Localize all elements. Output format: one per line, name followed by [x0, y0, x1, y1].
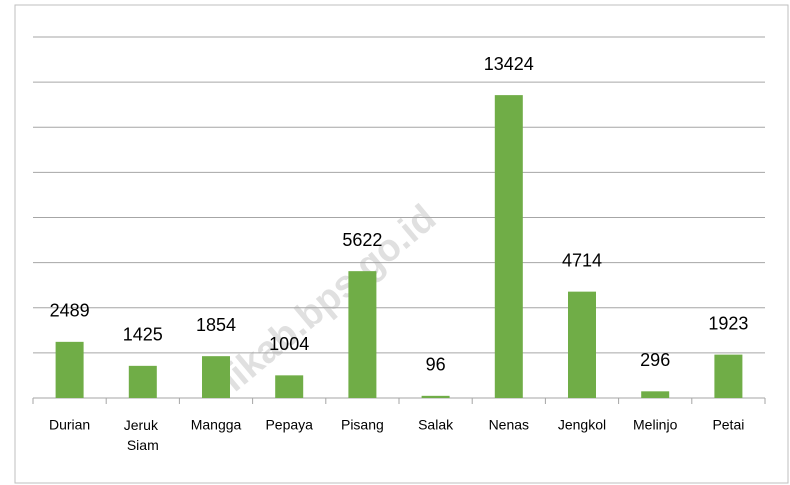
x-tick-label: Melinjo	[633, 417, 678, 433]
x-tick-label: Salak	[418, 417, 454, 433]
bar	[494, 95, 523, 398]
bar	[55, 341, 84, 398]
data-label: 1004	[269, 334, 309, 354]
x-tick-label: Durian	[49, 417, 90, 433]
chart-frame	[14, 4, 789, 484]
data-label: 1854	[196, 315, 236, 335]
x-tick-label: Nenas	[489, 417, 529, 433]
bar	[348, 271, 377, 398]
x-tick-label: Jeruk Siam	[124, 417, 162, 453]
bar	[714, 354, 743, 398]
data-label: 5622	[342, 230, 382, 250]
data-label: 1425	[123, 325, 163, 345]
data-label: 296	[640, 350, 670, 370]
bar	[128, 365, 157, 398]
bar	[275, 375, 304, 398]
bar	[421, 395, 450, 398]
x-tick-label: Petai	[712, 417, 744, 433]
x-tick-label: Mangga	[191, 417, 242, 433]
x-tick-label: Pepaya	[265, 417, 313, 433]
data-label: 2489	[50, 301, 90, 321]
data-label: 4714	[562, 250, 602, 270]
bar	[568, 291, 596, 398]
data-label: 13424	[484, 54, 534, 74]
x-tick-label: Jengkol	[558, 417, 606, 433]
data-label: 96	[426, 355, 446, 375]
bar	[202, 356, 230, 398]
data-label: 1923	[708, 313, 748, 333]
x-tick-label: Pisang	[341, 417, 384, 433]
bar	[641, 391, 670, 398]
